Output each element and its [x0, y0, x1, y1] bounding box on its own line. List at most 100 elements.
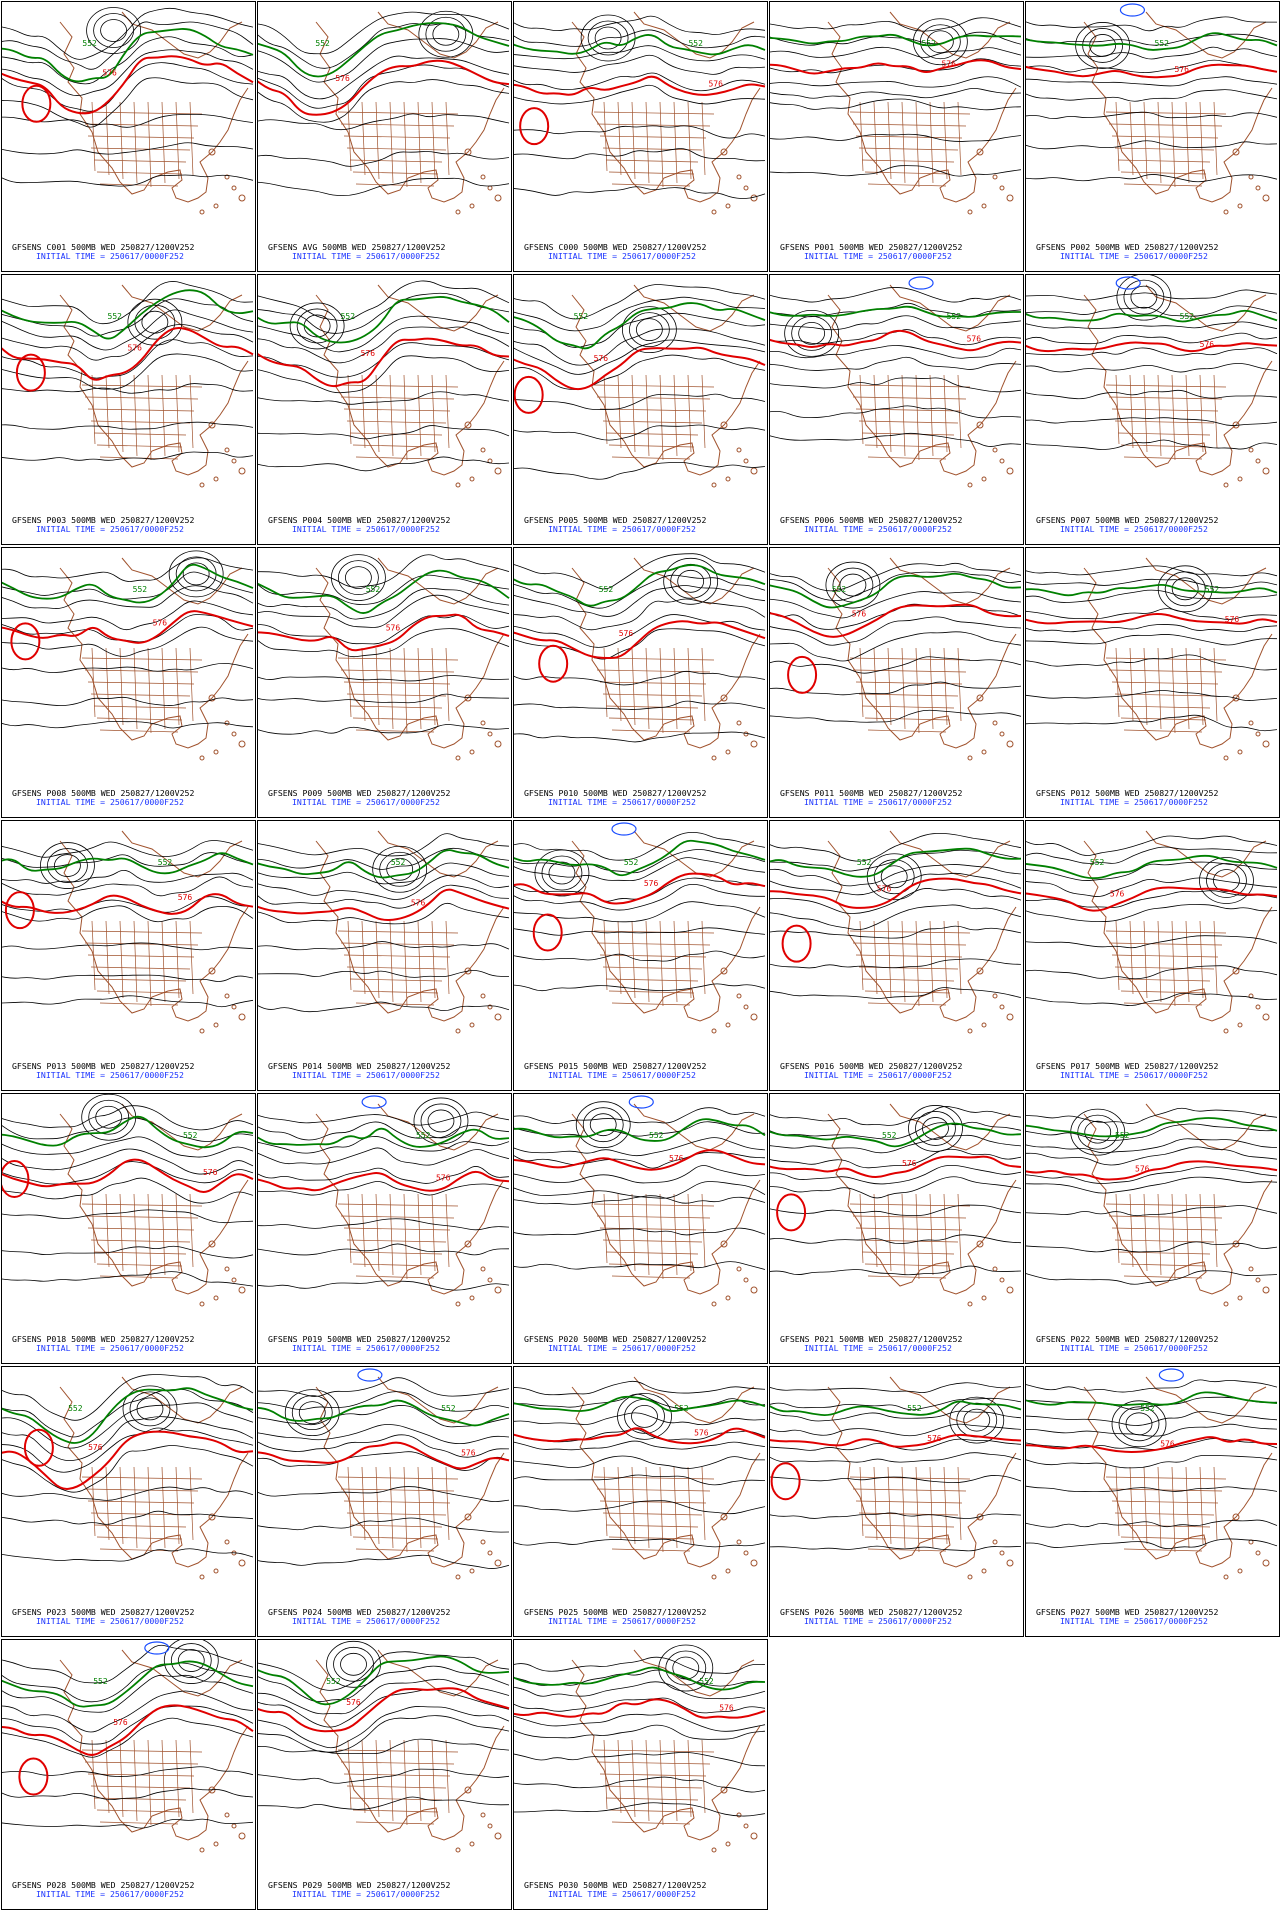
height-contour — [514, 883, 765, 911]
contour-576 — [258, 613, 510, 652]
state-border — [1199, 647, 1204, 726]
island-outline — [224, 1812, 230, 1818]
panel-initial-time: INITIAL TIME = 250617/0000F252 — [1060, 1070, 1208, 1080]
island-outline — [976, 1240, 984, 1248]
state-border — [887, 920, 892, 999]
state-border — [99, 729, 179, 733]
closed-low-contour — [420, 1103, 462, 1139]
island-outline — [238, 194, 246, 202]
height-contour — [514, 354, 766, 390]
island-outline — [976, 421, 984, 429]
height-contour — [514, 84, 766, 105]
state-border — [915, 920, 920, 1007]
state-border — [943, 920, 948, 999]
state-border — [659, 101, 664, 188]
state-border — [957, 1193, 962, 1268]
panel-initial-time: INITIAL TIME = 250617/0000F252 — [1060, 1343, 1208, 1353]
state-border — [631, 647, 636, 726]
state-border — [340, 669, 455, 673]
height-contour — [1026, 589, 1278, 603]
island-outline — [720, 1513, 728, 1521]
state-border — [133, 1466, 138, 1549]
state-border — [1213, 374, 1218, 449]
closed-low-contour — [1077, 1114, 1119, 1150]
label-552: 552 — [1140, 1404, 1155, 1413]
height-contour — [1026, 1519, 1278, 1528]
height-contour — [258, 456, 510, 472]
state-border — [81, 1203, 203, 1207]
height-contour — [258, 1377, 510, 1397]
state-border — [133, 647, 138, 730]
state-border — [1143, 920, 1148, 999]
height-contour — [514, 1440, 766, 1451]
island-outline — [494, 467, 502, 475]
island-outline — [487, 731, 493, 737]
state-border — [596, 123, 711, 127]
coastline — [571, 567, 761, 749]
state-border — [189, 374, 194, 449]
height-contour — [514, 1474, 766, 1486]
panel-initial-time: INITIAL TIME = 250617/0000F252 — [292, 251, 440, 261]
cold-contour — [611, 822, 637, 836]
coastline — [1083, 1113, 1273, 1295]
state-border — [864, 1536, 951, 1540]
island-outline — [750, 467, 758, 475]
state-border — [603, 101, 608, 172]
state-border — [858, 147, 959, 151]
state-border — [1185, 1466, 1190, 1549]
map-panel-p013: 552 576 GFSENS P013 500MB WED 250827/1200V… — [1, 820, 256, 1091]
state-border — [861, 978, 955, 982]
panel-caption: GFSENS P030 500MB WED 250827/1200V252 — [524, 1880, 707, 1890]
island-outline — [981, 476, 987, 482]
state-border — [861, 1251, 955, 1255]
closed-low-contour — [594, 26, 622, 50]
contour-552 — [258, 296, 510, 344]
label-576: 576 — [1135, 1165, 1150, 1174]
state-border — [659, 1466, 664, 1553]
state-border — [355, 1548, 435, 1552]
state-border — [701, 374, 706, 449]
contour-576 — [2, 610, 254, 644]
state-border — [389, 1739, 394, 1822]
state-border — [617, 920, 622, 995]
contour-576 — [514, 1698, 766, 1719]
height-contour — [258, 1768, 510, 1784]
coastline — [59, 840, 249, 1022]
height-contour — [1026, 861, 1278, 881]
state-border — [864, 444, 951, 448]
state-border — [867, 183, 947, 187]
island-outline — [224, 993, 230, 999]
arctic-coastline — [889, 284, 1011, 332]
contour-552 — [1026, 854, 1278, 880]
state-border — [1185, 374, 1190, 457]
state-border — [90, 147, 191, 151]
height-contour — [770, 1134, 1022, 1154]
island-outline — [487, 1823, 493, 1829]
height-contour — [258, 355, 510, 394]
state-border — [858, 1512, 959, 1516]
map-panel-p004: 552 576 GFSENS P004 500MB WED 250827/1200V… — [257, 274, 512, 545]
state-border — [1108, 123, 1223, 127]
height-contour — [2, 1136, 254, 1158]
island-outline — [238, 1559, 246, 1567]
height-contour — [2, 1245, 254, 1259]
arctic-coastline — [377, 1649, 499, 1697]
state-border — [1199, 1466, 1204, 1545]
label-552: 552 — [391, 858, 406, 867]
panel-caption: GFSENS P022 500MB WED 250827/1200V252 — [1036, 1334, 1219, 1344]
state-border — [1213, 920, 1218, 995]
island-outline — [967, 1028, 973, 1034]
state-border — [596, 1488, 711, 1492]
state-border — [901, 920, 906, 1003]
island-outline — [487, 1004, 493, 1010]
state-border — [611, 456, 691, 460]
state-border — [1199, 374, 1204, 453]
closed-low-contour — [628, 312, 670, 348]
state-border — [859, 1193, 864, 1264]
state-border — [1111, 954, 1219, 958]
height-map-p004: 552 576 — [258, 280, 510, 488]
contour-576 — [1026, 341, 1278, 353]
height-contour — [2, 1705, 254, 1745]
state-border — [445, 1739, 450, 1814]
state-border — [346, 1239, 447, 1243]
